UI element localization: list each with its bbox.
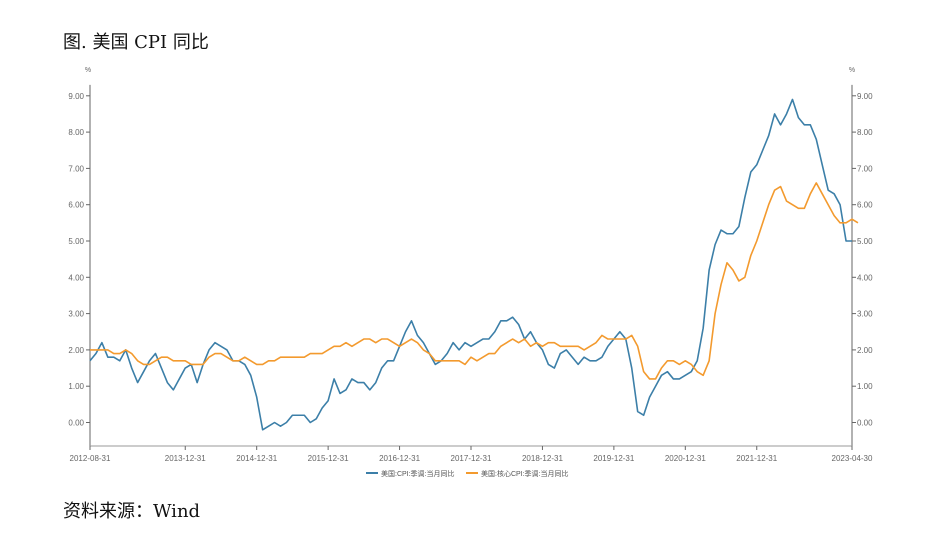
chart-series [89, 98, 859, 431]
left-y-tick-label: 1.00 [68, 382, 84, 391]
right-y-tick-label: 7.00 [857, 164, 873, 173]
left-y-tick-label: 8.00 [68, 128, 84, 137]
left-y-tick-label: 3.00 [68, 310, 84, 319]
legend-core-label: 美国:核心CPI:季调:当月同比 [481, 469, 569, 478]
right-y-tick-label: 2.00 [857, 346, 873, 355]
left-y-tick-label: 5.00 [68, 237, 84, 246]
x-tick-label: 2016-12-31 [379, 454, 420, 463]
right-y-tick-label: 5.00 [857, 237, 873, 246]
cpi-yoy-line [89, 98, 852, 431]
chart-legend: 美国:CPI:季调:当月同比 美国:核心CPI:季调:当月同比 [366, 469, 569, 478]
chart-axes: % % 0.00 0.00 1.00 1.00 2.00 2.00 3.00 3.00 4.00 4.… [68, 67, 873, 463]
right-y-tick-label: 1.00 [857, 382, 873, 391]
x-tick-label: 2015-12-31 [308, 454, 349, 463]
x-tick-label: 2018-12-31 [522, 454, 563, 463]
left-y-tick-label: 4.00 [68, 273, 84, 282]
legend-cpi-label: 美国:CPI:季调:当月同比 [381, 469, 455, 478]
left-y-tick-label: 9.00 [68, 92, 84, 101]
figure-title: 图. 美国 CPI 同比 [63, 32, 209, 53]
right-y-tick-label: 8.00 [857, 128, 873, 137]
source-note: 资料来源：Wind [63, 501, 201, 522]
x-tick-label: 2012-08-31 [70, 454, 111, 463]
right-y-tick-label: 6.00 [857, 201, 873, 210]
right-y-tick-label: 0.00 [857, 419, 873, 428]
right-y-tick-label: 4.00 [857, 273, 873, 282]
x-tick-label: 2021-12-31 [736, 454, 777, 463]
left-y-tick-label: 7.00 [68, 164, 84, 173]
x-tick-label: 2020-12-31 [665, 454, 706, 463]
left-y-tick-label: 6.00 [68, 201, 84, 210]
x-tick-label: 2019-12-31 [593, 454, 634, 463]
x-tick-label: 2023-04-30 [832, 454, 873, 463]
core-cpi-yoy-line [90, 182, 859, 380]
left-unit-label: % [85, 67, 91, 74]
left-y-tick-label: 0.00 [68, 419, 84, 428]
right-y-tick-label: 3.00 [857, 310, 873, 319]
x-tick-label: 2013-12-31 [165, 454, 206, 463]
x-tick-label: 2017-12-31 [451, 454, 492, 463]
right-unit-label: % [849, 67, 855, 74]
x-tick-label: 2014-12-31 [236, 454, 277, 463]
left-y-tick-label: 2.00 [68, 346, 84, 355]
right-y-tick-label: 9.00 [857, 92, 873, 101]
